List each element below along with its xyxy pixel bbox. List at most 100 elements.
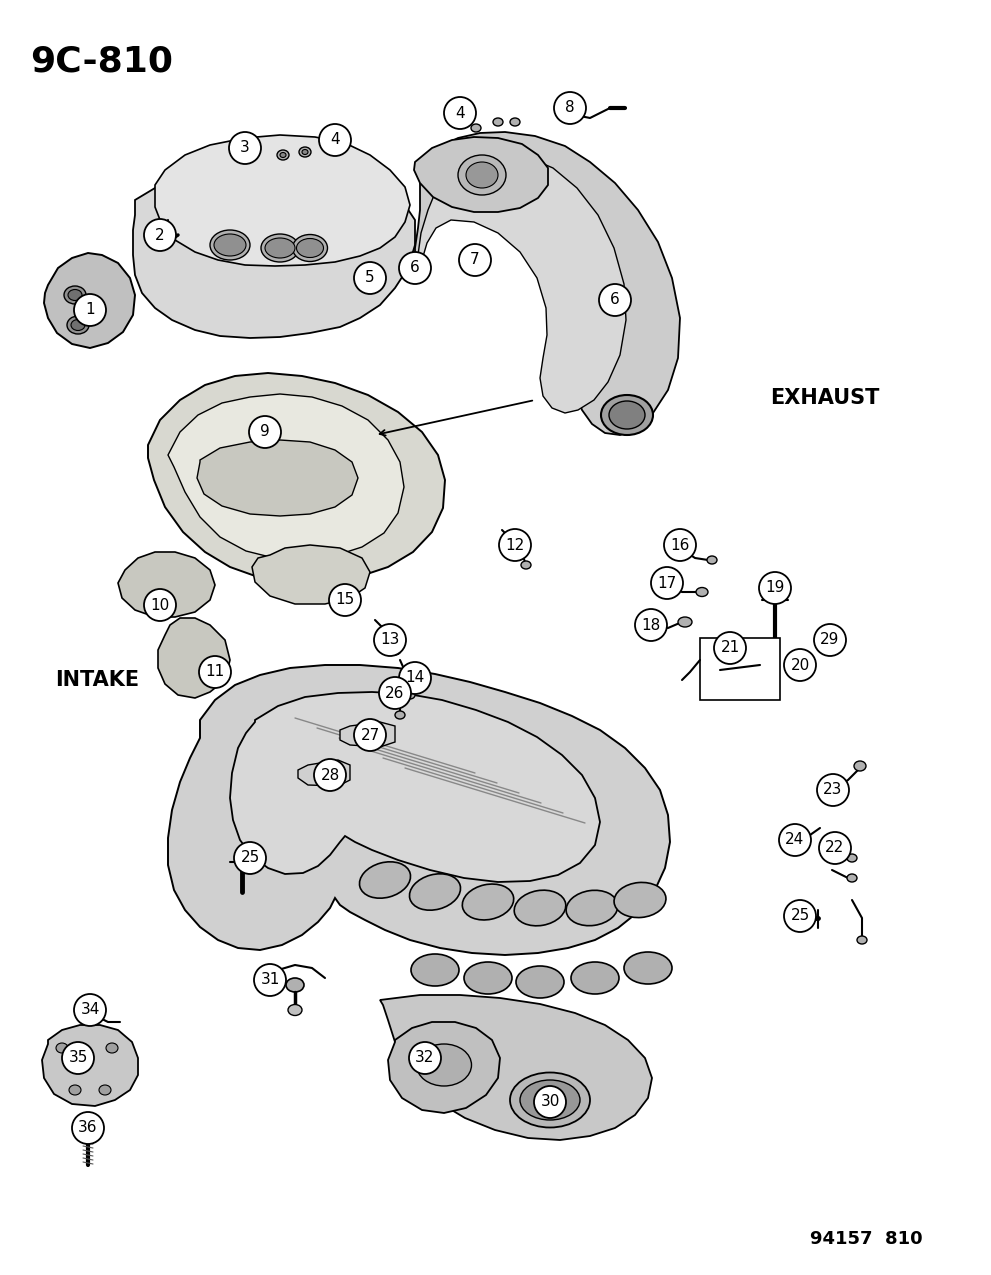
Text: 26: 26 xyxy=(385,686,404,700)
Polygon shape xyxy=(388,1023,500,1113)
Circle shape xyxy=(399,252,431,284)
Text: 2: 2 xyxy=(156,227,165,242)
Polygon shape xyxy=(133,173,415,338)
Ellipse shape xyxy=(510,119,520,126)
Text: 23: 23 xyxy=(824,783,842,797)
Circle shape xyxy=(409,1042,441,1074)
Ellipse shape xyxy=(71,320,85,330)
Circle shape xyxy=(199,657,231,688)
Ellipse shape xyxy=(847,854,857,862)
Ellipse shape xyxy=(571,963,619,994)
Circle shape xyxy=(399,662,431,694)
Ellipse shape xyxy=(210,230,250,260)
Text: 34: 34 xyxy=(80,1002,100,1017)
Circle shape xyxy=(444,97,476,129)
Polygon shape xyxy=(415,133,680,435)
Ellipse shape xyxy=(624,952,672,984)
Circle shape xyxy=(779,824,811,856)
Ellipse shape xyxy=(521,561,531,569)
Circle shape xyxy=(554,92,586,124)
Ellipse shape xyxy=(214,235,246,256)
Ellipse shape xyxy=(67,316,89,334)
Polygon shape xyxy=(252,544,370,604)
Ellipse shape xyxy=(510,1072,590,1127)
Circle shape xyxy=(254,964,286,996)
Text: 28: 28 xyxy=(320,768,340,783)
Text: 25: 25 xyxy=(791,909,810,923)
Circle shape xyxy=(599,284,631,316)
Ellipse shape xyxy=(56,1043,68,1053)
Polygon shape xyxy=(414,136,548,212)
Text: 7: 7 xyxy=(470,252,480,268)
Circle shape xyxy=(651,567,683,599)
Text: 16: 16 xyxy=(670,538,690,552)
Polygon shape xyxy=(197,440,358,516)
Ellipse shape xyxy=(463,884,513,921)
Polygon shape xyxy=(155,135,410,266)
Ellipse shape xyxy=(64,286,86,303)
Ellipse shape xyxy=(299,147,311,157)
Polygon shape xyxy=(380,994,652,1140)
Text: EXHAUST: EXHAUST xyxy=(770,388,879,408)
Ellipse shape xyxy=(69,1085,81,1095)
Text: 18: 18 xyxy=(641,617,661,632)
Ellipse shape xyxy=(458,156,506,195)
Text: 25: 25 xyxy=(241,850,260,866)
Ellipse shape xyxy=(292,235,327,261)
Text: 22: 22 xyxy=(826,840,844,856)
Polygon shape xyxy=(158,618,230,697)
Circle shape xyxy=(635,609,667,641)
Circle shape xyxy=(229,133,261,164)
Ellipse shape xyxy=(83,305,97,315)
Ellipse shape xyxy=(106,1043,118,1053)
Ellipse shape xyxy=(471,124,481,133)
Ellipse shape xyxy=(389,645,401,655)
Text: 4: 4 xyxy=(455,106,465,121)
Text: 12: 12 xyxy=(505,538,524,552)
Polygon shape xyxy=(42,1025,138,1105)
Circle shape xyxy=(459,244,491,275)
Polygon shape xyxy=(44,252,135,348)
Text: 14: 14 xyxy=(405,671,424,686)
Ellipse shape xyxy=(280,153,286,158)
Circle shape xyxy=(784,900,816,932)
Text: 6: 6 xyxy=(610,292,620,307)
Text: 6: 6 xyxy=(410,260,420,275)
Circle shape xyxy=(62,1042,94,1074)
Ellipse shape xyxy=(707,556,717,564)
Ellipse shape xyxy=(854,761,866,771)
Circle shape xyxy=(664,529,696,561)
Circle shape xyxy=(817,774,849,806)
Text: 15: 15 xyxy=(335,593,355,607)
Polygon shape xyxy=(148,374,445,581)
Text: 27: 27 xyxy=(361,728,380,742)
Text: 9: 9 xyxy=(260,425,270,440)
Text: 31: 31 xyxy=(261,973,279,988)
Circle shape xyxy=(144,589,176,621)
Ellipse shape xyxy=(288,1005,302,1015)
Ellipse shape xyxy=(516,966,564,998)
Text: 29: 29 xyxy=(821,632,839,648)
Polygon shape xyxy=(418,152,626,413)
Ellipse shape xyxy=(466,162,498,187)
Text: 17: 17 xyxy=(657,575,677,590)
Polygon shape xyxy=(118,552,215,617)
Circle shape xyxy=(714,632,746,664)
Text: 10: 10 xyxy=(151,598,169,612)
Ellipse shape xyxy=(416,1044,472,1086)
Text: 20: 20 xyxy=(791,658,810,672)
Text: 4: 4 xyxy=(330,133,340,148)
Ellipse shape xyxy=(68,289,82,301)
Text: INTAKE: INTAKE xyxy=(55,669,139,690)
Polygon shape xyxy=(168,666,670,955)
Ellipse shape xyxy=(261,235,299,261)
Circle shape xyxy=(74,994,106,1026)
Circle shape xyxy=(759,572,791,604)
Ellipse shape xyxy=(277,150,289,159)
Circle shape xyxy=(234,842,266,873)
Text: 13: 13 xyxy=(381,632,399,648)
Text: 32: 32 xyxy=(415,1051,435,1066)
Ellipse shape xyxy=(302,149,308,154)
Ellipse shape xyxy=(614,882,666,918)
Text: 30: 30 xyxy=(540,1094,560,1109)
